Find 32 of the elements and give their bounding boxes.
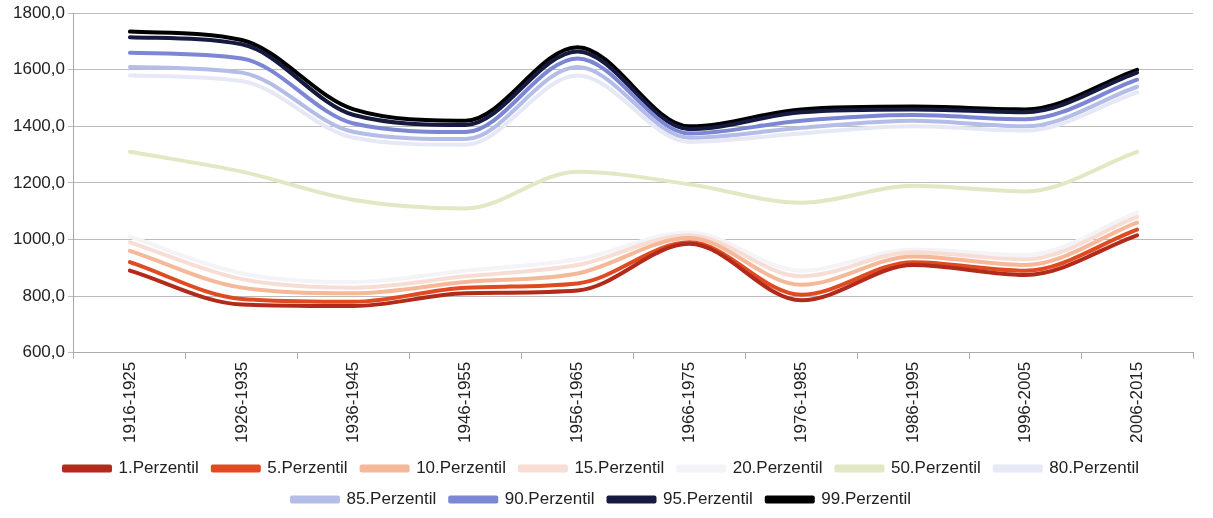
legend-label: 95.Perzentil bbox=[663, 489, 753, 509]
y-tick-label: 1800,0 bbox=[13, 2, 65, 22]
x-tick-label: 1956-1965 bbox=[567, 361, 587, 444]
y-tick-label: 1200,0 bbox=[13, 172, 65, 192]
x-tick-label: 1996-2005 bbox=[1014, 361, 1034, 444]
x-tick-label: 1936-1945 bbox=[343, 361, 363, 444]
x-tick-label: 1966-1975 bbox=[679, 361, 699, 444]
legend-label: 85.Perzentil bbox=[346, 489, 437, 509]
x-tick-label: 1926-1935 bbox=[231, 361, 251, 444]
x-tick-label: 1946-1955 bbox=[455, 361, 475, 444]
line-series bbox=[127, 73, 1140, 147]
legend-label: 50.Perzentil bbox=[890, 458, 981, 478]
legend-label: 90.Perzentil bbox=[504, 489, 595, 509]
line-series bbox=[127, 149, 1140, 211]
line-series bbox=[127, 64, 1140, 142]
y-tick-label: 1000,0 bbox=[13, 229, 65, 249]
x-tick-label: 1916-1925 bbox=[119, 361, 139, 444]
x-tick-label: 1986-1995 bbox=[902, 361, 922, 444]
legend-label: 10.Perzentil bbox=[416, 458, 506, 478]
legend-label: 15.Perzentil bbox=[574, 458, 665, 478]
legend-label: 20.Perzentil bbox=[732, 458, 823, 478]
y-tick-label: 800,0 bbox=[22, 285, 65, 305]
legend-label: 99.Perzentil bbox=[821, 489, 912, 509]
x-tick-label: 1976-1985 bbox=[791, 361, 811, 444]
x-tick-label: 2006-2015 bbox=[1126, 361, 1146, 444]
legend-label: 1.Perzentil bbox=[118, 458, 199, 478]
legend-label: 5.Perzentil bbox=[267, 458, 348, 478]
y-tick-label: 1600,0 bbox=[13, 59, 65, 79]
legend-label: 80.Perzentil bbox=[1049, 458, 1140, 478]
line-series bbox=[127, 50, 1140, 136]
y-tick-label: 1400,0 bbox=[13, 116, 65, 136]
y-tick-label: 600,0 bbox=[22, 342, 65, 362]
